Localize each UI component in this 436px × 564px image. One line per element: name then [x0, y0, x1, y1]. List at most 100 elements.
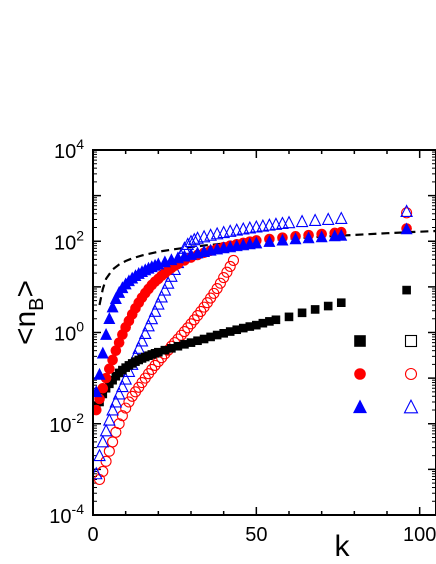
blue-open-triangles-point	[181, 237, 195, 250]
legend-black-filled-squares-marker	[354, 335, 366, 347]
plot-frame	[92, 149, 436, 516]
axis-ticks	[93, 150, 436, 515]
y-tick-label: 102	[54, 227, 84, 254]
blue-open-triangles-point	[187, 232, 201, 246]
y-tick-base: 10	[54, 141, 76, 163]
blue-open-triangles-point	[102, 412, 116, 426]
blue-open-triangles-point	[161, 276, 175, 289]
blue-open-triangles-point	[132, 341, 146, 354]
blue-open-triangles-point	[112, 386, 126, 400]
y-tick-base: 10	[54, 324, 76, 346]
red-open-circles-point	[100, 455, 112, 467]
red-open-circles-point	[185, 318, 197, 330]
blue-filled-triangles-point	[100, 327, 113, 340]
black-filled-squares-point	[323, 301, 333, 311]
blue-open-triangles-point	[158, 282, 172, 296]
black-filled-squares-point	[402, 285, 411, 295]
red-open-circles-point	[221, 266, 233, 278]
red-open-circles-point	[178, 325, 191, 338]
blue-filled-triangles-point	[302, 231, 315, 244]
blue-open-triangles-point	[145, 311, 159, 325]
blue-open-triangles-point	[308, 213, 322, 226]
blue-open-triangles-point	[93, 448, 106, 462]
blue-open-triangles-point	[184, 234, 198, 248]
red-open-circles-point	[227, 254, 240, 266]
blue-filled-triangles-point	[103, 312, 116, 325]
blue-open-triangles-point	[155, 289, 168, 303]
blue-filled-triangles-point	[276, 233, 289, 246]
y-tick-exponent: -4	[72, 501, 85, 517]
blue-open-triangles-point	[295, 214, 309, 228]
blue-filled-triangles-point	[109, 292, 122, 304]
red-open-circles-point	[103, 445, 115, 457]
red-filled-circles-point	[104, 363, 115, 375]
blue-open-triangles-point	[99, 423, 113, 437]
blue-open-triangles-point	[334, 211, 348, 225]
red-open-circles-point	[149, 359, 161, 371]
red-filled-circles-point	[97, 382, 109, 394]
red-open-circles-point	[224, 260, 236, 273]
y-tick-label: 10-4	[49, 501, 84, 528]
x-axis-label: k	[335, 530, 351, 563]
data-marks	[93, 204, 413, 486]
y-tick-exponent: 2	[76, 227, 84, 243]
legend-blue-open-triangles-marker	[403, 398, 419, 414]
legend	[353, 334, 419, 414]
black-filled-squares-point	[310, 305, 320, 314]
blue-open-triangles-point	[138, 326, 152, 340]
blue-filled-triangles-point	[335, 228, 348, 241]
blue-open-triangles-point	[148, 304, 162, 317]
x-tick-label: 100	[403, 524, 436, 546]
fit-curve-layer	[98, 229, 436, 306]
legend-red-open-circles-marker	[404, 367, 418, 381]
black-filled-squares-point	[271, 315, 281, 325]
blue-filled-triangles-point	[106, 300, 119, 313]
blue-filled-triangles-point	[93, 367, 106, 380]
blue-open-triangles-point	[135, 333, 149, 347]
y-tick-exponent: 4	[76, 136, 84, 152]
red-open-circles-point	[146, 363, 158, 375]
blue-filled-triangles-point	[400, 222, 413, 235]
red-open-circles-point	[120, 402, 132, 414]
x-tick-label: 50	[245, 524, 267, 546]
blue-filled-triangles-point	[315, 230, 328, 243]
blue-open-triangles-point	[116, 379, 129, 393]
blue-open-triangles-point	[109, 394, 123, 408]
blue-open-triangles-point	[400, 204, 413, 217]
y-tick-label: 104	[54, 136, 84, 163]
blue-open-triangles-point	[321, 212, 335, 225]
red-open-circles-point	[182, 322, 194, 334]
blue-open-triangles-point	[106, 402, 119, 416]
red-open-circles-point	[401, 207, 413, 219]
blue-filled-triangles-point	[263, 235, 276, 247]
blue-open-triangles-point	[119, 371, 133, 385]
red-open-circles-point	[214, 277, 226, 289]
y-tick-exponent: 0	[76, 319, 84, 335]
x-tick-label: 0	[87, 524, 98, 546]
blue-filled-triangles-point	[96, 346, 109, 359]
black-filled-squares-point	[336, 298, 346, 307]
y-tick-base: 10	[49, 506, 71, 528]
y-tick-exponent: -2	[72, 410, 85, 426]
blue-open-triangles-point	[269, 217, 283, 230]
blue-filled-triangles-point	[250, 236, 263, 249]
red-open-circles-point	[107, 436, 119, 448]
y-tick-base: 10	[49, 415, 71, 437]
blue-open-triangles-point	[96, 434, 110, 448]
legend-red-filled-circles-marker	[354, 368, 366, 380]
red-open-circles-point	[116, 410, 128, 422]
blue-open-triangles-point	[151, 296, 165, 310]
blue-open-triangles-point	[142, 318, 155, 332]
blue-open-triangles-point	[282, 215, 296, 229]
dashed-fit-line	[98, 229, 436, 306]
red-open-circles-point	[123, 396, 135, 408]
y-axis-label: <nB>	[9, 280, 48, 345]
black-filled-squares-point	[297, 308, 307, 318]
legend-blue-filled-triangles-marker	[353, 399, 367, 414]
red-open-circles-point	[218, 272, 230, 284]
y-tick-label: 10-2	[49, 410, 84, 437]
red-filled-circles-point	[93, 404, 102, 416]
blue-open-triangles-point	[276, 216, 289, 229]
